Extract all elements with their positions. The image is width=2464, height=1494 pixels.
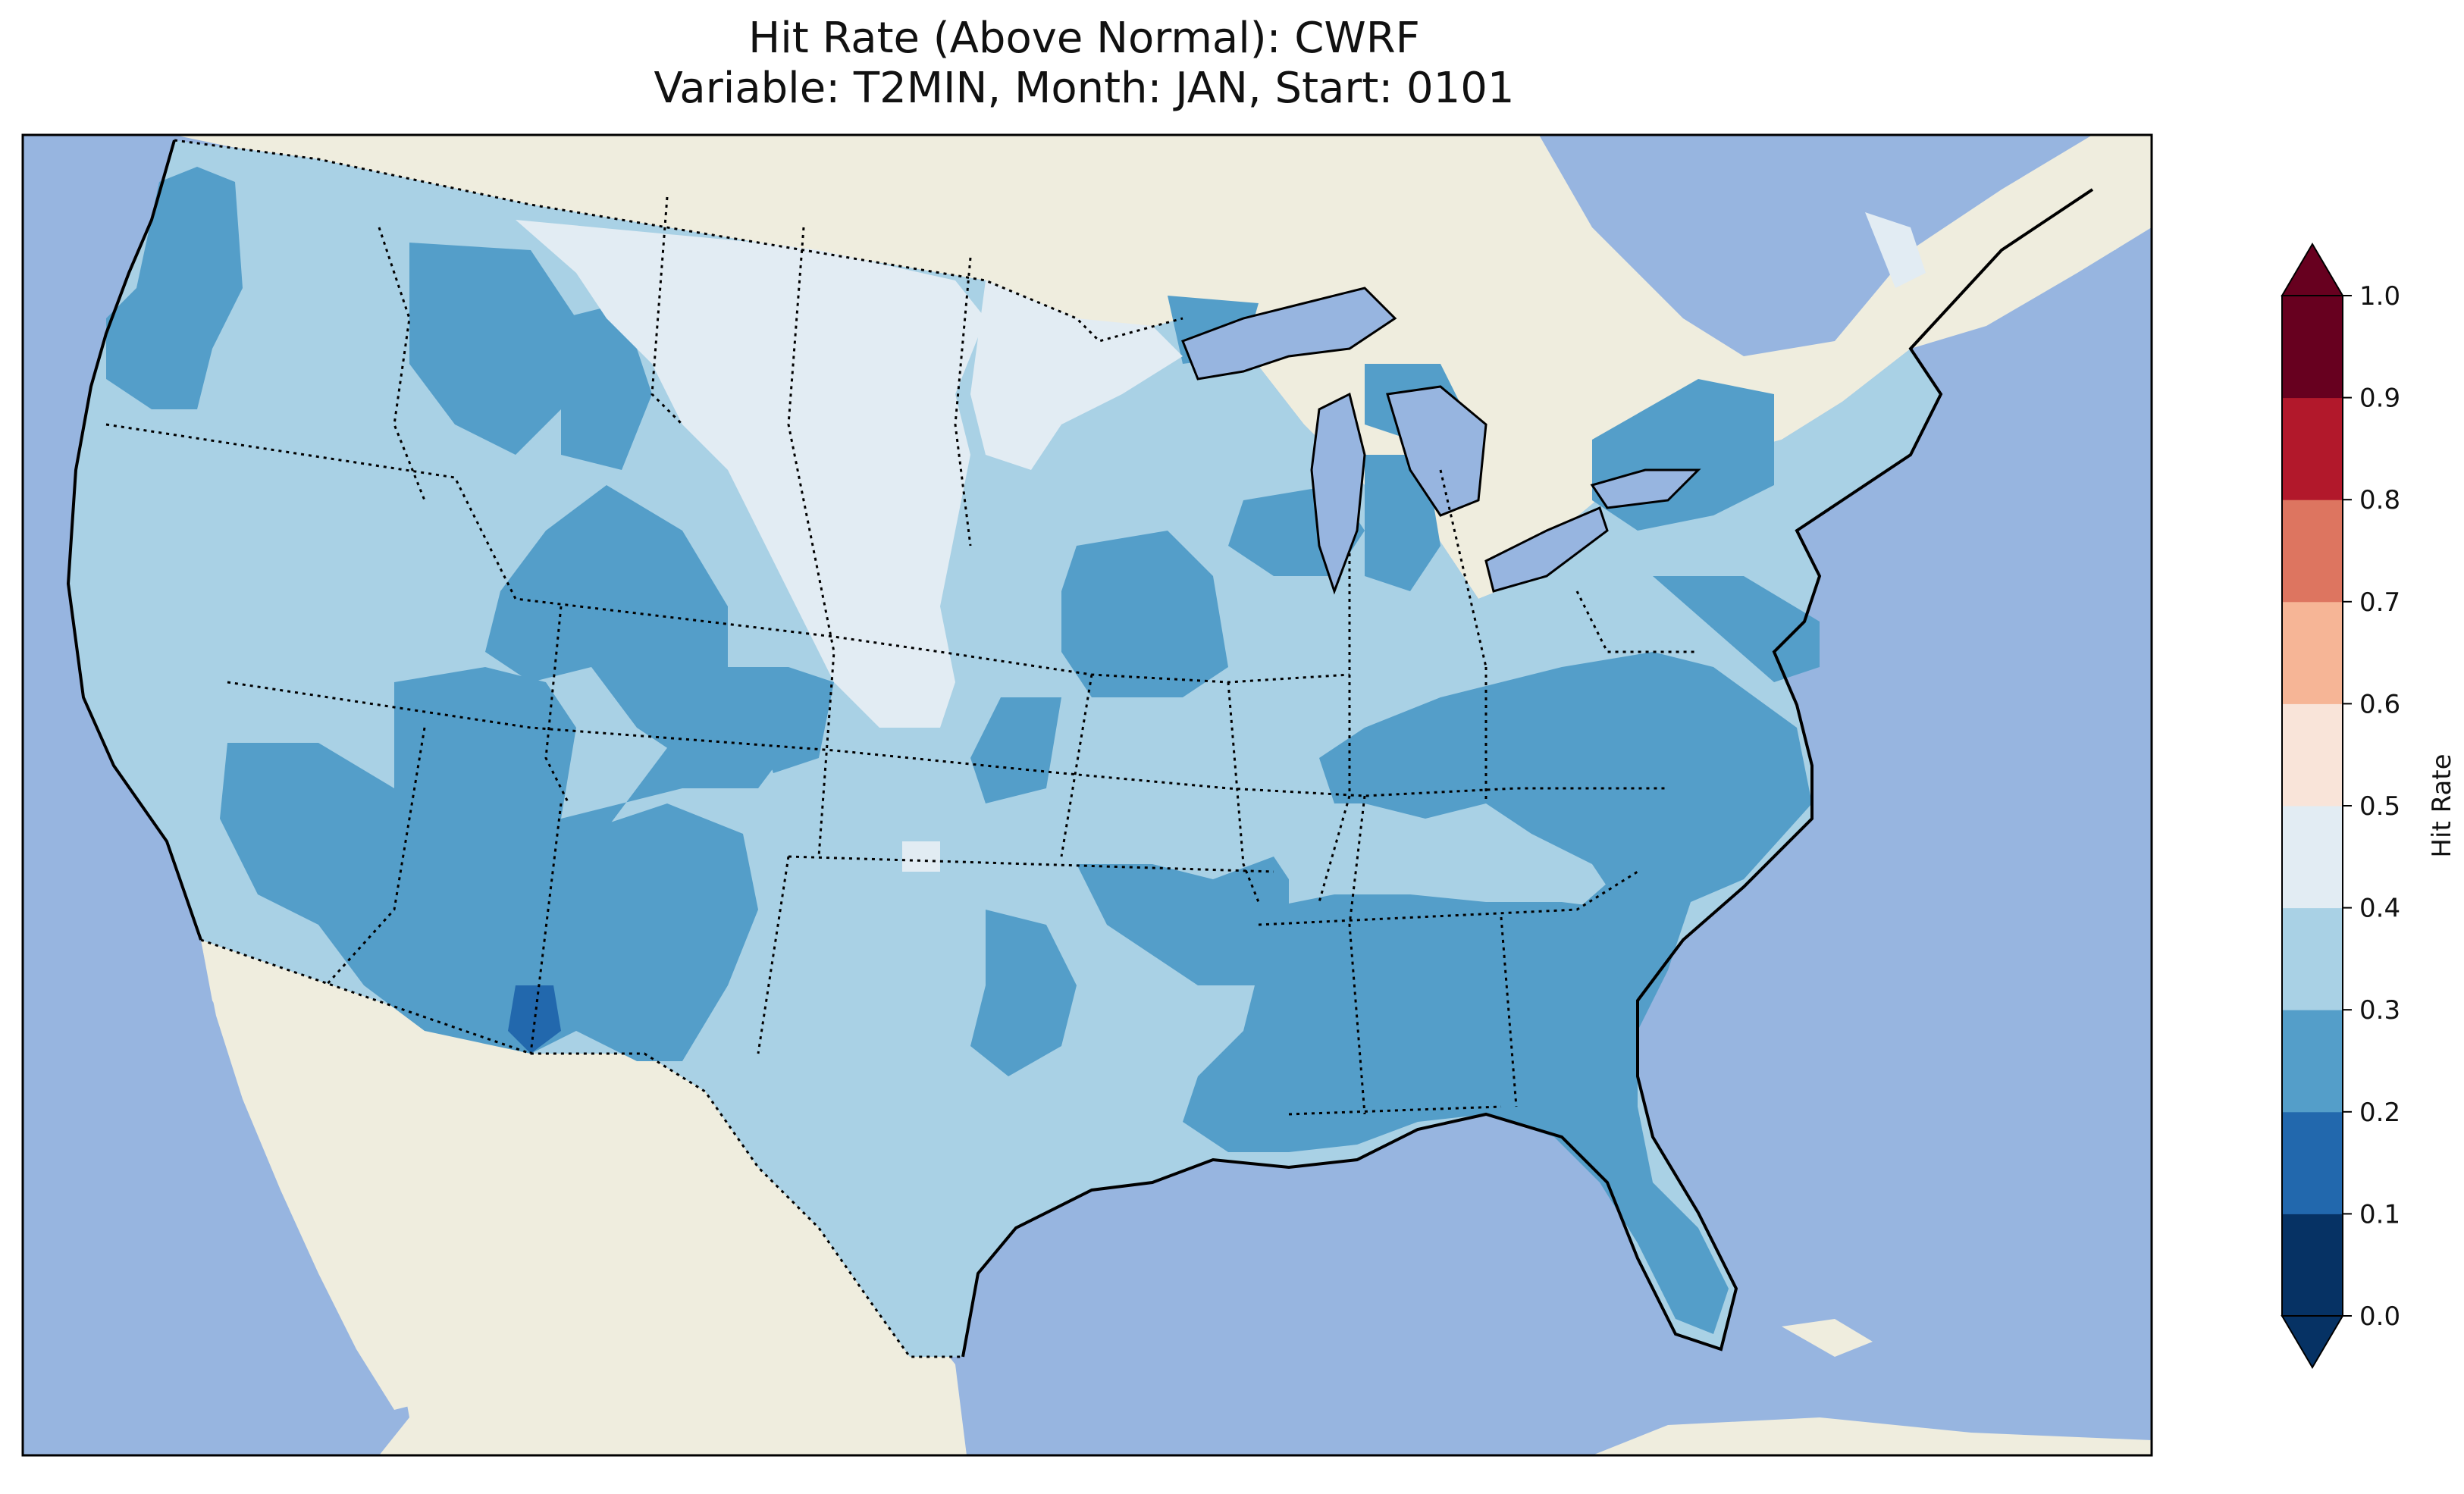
colorbar-segment: [2282, 1111, 2343, 1214]
colorbar-tick-label: 0.4: [2359, 894, 2400, 924]
newfoundland: [2077, 144, 2152, 250]
colorbar-tick-label: 0.3: [2359, 995, 2400, 1026]
state-borders: [105, 196, 1698, 1116]
coastline: [66, 139, 2094, 1358]
colorbar-segment: [2282, 601, 2343, 704]
hit-rate-patch-0.1: [508, 985, 561, 1054]
colorbar-tick-label: 0.6: [2359, 689, 2400, 719]
caribbean-south: [1592, 1417, 2152, 1455]
colorbar-segment: [2282, 296, 2343, 399]
colorbar-tick-label: 0.1: [2359, 1199, 2400, 1229]
hit-rate-patches-0.4: [516, 212, 1926, 872]
us-canada-border: [174, 139, 1183, 343]
colorbar-tick-label: 0.2: [2359, 1098, 2400, 1128]
colorbar-segments: [2282, 296, 2343, 1317]
colorbar-extend-bottom: [2281, 1315, 2344, 1369]
colorbar-segment: [2282, 703, 2343, 807]
colorbar-ticks: 0.0 0.1 0.2 0.3 0.4 0.5 0.6 0.7 0.8 0.9 1.0: [2343, 281, 2400, 1332]
colorbar-segment: [2282, 1010, 2343, 1113]
us-mexico-border: [200, 938, 963, 1358]
colorbar-segment: [2282, 907, 2343, 1010]
great-lakes: [1181, 287, 1701, 595]
canada-land: [174, 135, 2152, 599]
colorbar-segment: [2282, 397, 2343, 500]
map-title-line2: Variable: T2MIN, Month: JAN, Start: 0101: [654, 64, 1515, 113]
colorbar-segment: [2282, 1214, 2343, 1317]
colorbar-segment: [2282, 806, 2343, 909]
colorbar-segment: [2282, 500, 2343, 603]
colorbar-tick-label: 0.7: [2359, 587, 2400, 618]
colorbar-tick-label: 0.9: [2359, 384, 2400, 414]
baja-peninsula: [201, 940, 425, 1410]
colorbar-tick-label: 0.5: [2359, 791, 2400, 822]
cuba: [1782, 1319, 1873, 1357]
colorbar-tick-label: 0.8: [2359, 485, 2400, 515]
colorbar-extend-top: [2281, 243, 2344, 296]
colorbar-label: Hit Rate: [2427, 753, 2457, 857]
colorbar-tick-label: 1.0: [2359, 281, 2400, 312]
map-frame: [21, 133, 2153, 1457]
map-title-line1: Hit Rate (Above Normal): CWRF: [748, 14, 1420, 63]
hit-rate-patches-0.2: [106, 167, 1820, 1334]
colorbar-tick-label: 0.0: [2359, 1301, 2400, 1332]
map-title: Hit Rate (Above Normal): CWRF Variable: …: [0, 14, 2168, 114]
